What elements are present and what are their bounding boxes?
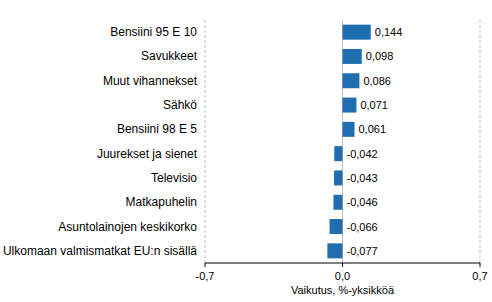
bar bbox=[343, 25, 371, 40]
tick bbox=[342, 263, 343, 267]
data-label: -0,046 bbox=[347, 196, 378, 208]
category-label: Sähkö bbox=[163, 98, 197, 112]
tick bbox=[480, 263, 481, 267]
bar bbox=[343, 122, 355, 137]
bar bbox=[334, 170, 342, 185]
chart: Bensiini 95 E 10 Savukkeet Muut vihannekse… bbox=[0, 0, 492, 302]
category-label: Bensiini 98 E 5 bbox=[117, 122, 197, 136]
data-label: -0,066 bbox=[347, 221, 378, 233]
data-label: 0,086 bbox=[363, 75, 391, 87]
tick-label: 0,0 bbox=[335, 270, 350, 282]
bar bbox=[343, 49, 362, 64]
data-label: 0,071 bbox=[360, 99, 388, 111]
grid-line bbox=[480, 20, 481, 263]
category-label: Televisio bbox=[151, 171, 197, 185]
bar bbox=[330, 219, 343, 234]
bar bbox=[333, 195, 342, 210]
bar bbox=[343, 73, 360, 88]
data-label: 0,061 bbox=[358, 123, 386, 135]
category-label: Muut vihannekset bbox=[103, 74, 198, 88]
bar bbox=[343, 98, 357, 113]
tick bbox=[205, 263, 206, 267]
category-label: Matkapuhelin bbox=[126, 195, 197, 209]
category-label: Bensiini 95 E 10 bbox=[110, 25, 197, 39]
bar bbox=[327, 243, 342, 258]
category-label: Asuntolainojen keskikorko bbox=[58, 220, 197, 234]
grid-line bbox=[205, 20, 206, 263]
data-label: 0,098 bbox=[366, 50, 394, 62]
tick-label: 0,7 bbox=[472, 270, 487, 282]
data-label: 0,144 bbox=[375, 26, 403, 38]
category-label: Juurekset ja sienet bbox=[97, 147, 198, 161]
category-label: Ulkomaan valmismatkat EU:n sisällä bbox=[3, 244, 197, 258]
data-label: -0,043 bbox=[347, 172, 378, 184]
axis-title: Vaikutus, %-yksikköä bbox=[291, 284, 395, 296]
bar bbox=[334, 146, 342, 161]
tick-label: -0,7 bbox=[196, 270, 215, 282]
data-label: -0,077 bbox=[347, 245, 378, 257]
category-label: Savukkeet bbox=[141, 49, 198, 63]
data-label: -0,042 bbox=[347, 148, 378, 160]
